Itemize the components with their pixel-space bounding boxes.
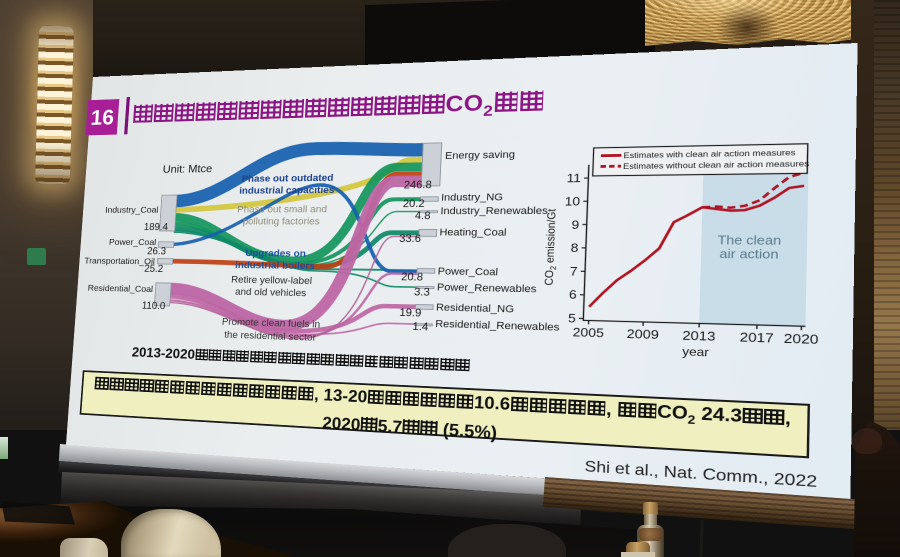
svg-text:Unit: Mtce: Unit: Mtce <box>162 164 213 176</box>
svg-text:Upgrades on: Upgrades on <box>245 247 306 259</box>
svg-text:20.2: 20.2 <box>403 198 425 210</box>
svg-text:and old vehicles: and old vehicles <box>235 286 307 299</box>
svg-text:110.0: 110.0 <box>141 300 165 311</box>
svg-text:Promote clean fuels in: Promote clean fuels in <box>222 316 321 330</box>
svg-text:246.8: 246.8 <box>404 179 432 191</box>
svg-text:10: 10 <box>565 196 581 209</box>
svg-text:Transportation_Oil: Transportation_Oil <box>84 256 155 266</box>
svg-text:4.8: 4.8 <box>415 210 431 221</box>
svg-text:air action: air action <box>719 248 778 262</box>
svg-text:Estimates without clean air ac: Estimates without clean air action measu… <box>623 160 810 171</box>
svg-text:the residential sector: the residential sector <box>224 329 317 343</box>
svg-text:25.2: 25.2 <box>144 263 164 274</box>
svg-text:Heating_Coal: Heating_Coal <box>439 226 507 238</box>
svg-text:Residential_NG: Residential_NG <box>436 301 515 315</box>
svg-text:19.9: 19.9 <box>399 307 421 319</box>
svg-text:2020: 2020 <box>784 333 820 348</box>
svg-text:Industry_Coal: Industry_Coal <box>105 205 159 215</box>
svg-text:11: 11 <box>566 173 581 186</box>
svg-text:Estimates with clean air actio: Estimates with clean air action measures <box>623 149 796 161</box>
svg-text:3.3: 3.3 <box>414 286 430 298</box>
svg-text:industrial capacities: industrial capacities <box>239 184 335 196</box>
svg-text:Phase out outdated: Phase out outdated <box>241 172 333 184</box>
svg-text:Retire yellow-label: Retire yellow-label <box>231 274 313 286</box>
svg-text:7: 7 <box>570 266 579 279</box>
svg-text:6: 6 <box>569 289 578 302</box>
svg-text:Power_Coal: Power_Coal <box>109 237 157 247</box>
svg-text:Phase out small and: Phase out small and <box>237 203 328 214</box>
svg-text:20.8: 20.8 <box>401 271 423 283</box>
svg-text:8: 8 <box>570 242 579 255</box>
svg-text:33.6: 33.6 <box>399 233 421 245</box>
svg-text:industrial boilers: industrial boilers <box>235 259 316 271</box>
svg-text:9: 9 <box>571 219 580 232</box>
svg-text:Industry_Renewables: Industry_Renewables <box>440 204 548 216</box>
svg-text:The clean: The clean <box>717 234 781 248</box>
svg-text:26.3: 26.3 <box>147 246 167 257</box>
svg-text:2009: 2009 <box>627 328 660 343</box>
svg-text:Power_Renewables: Power_Renewables <box>437 281 537 295</box>
svg-text:Industry_NG: Industry_NG <box>441 191 504 203</box>
svg-text:2017: 2017 <box>739 331 774 346</box>
svg-text:Residential_Renewables: Residential_Renewables <box>435 318 560 333</box>
svg-text:CO2 emission/Gt: CO2 emission/Gt <box>542 208 562 286</box>
svg-text:Residential_Coal: Residential_Coal <box>87 283 153 294</box>
svg-text:189.4: 189.4 <box>144 222 169 233</box>
svg-text:polluting factories: polluting factories <box>242 216 320 227</box>
svg-text:2005: 2005 <box>572 327 604 341</box>
svg-text:2013: 2013 <box>682 330 716 345</box>
svg-text:Power_Coal: Power_Coal <box>437 265 498 278</box>
svg-text:1.4: 1.4 <box>412 321 428 333</box>
svg-text:Energy saving: Energy saving <box>445 148 516 161</box>
svg-text:5: 5 <box>568 313 577 327</box>
svg-text:year: year <box>682 344 709 359</box>
